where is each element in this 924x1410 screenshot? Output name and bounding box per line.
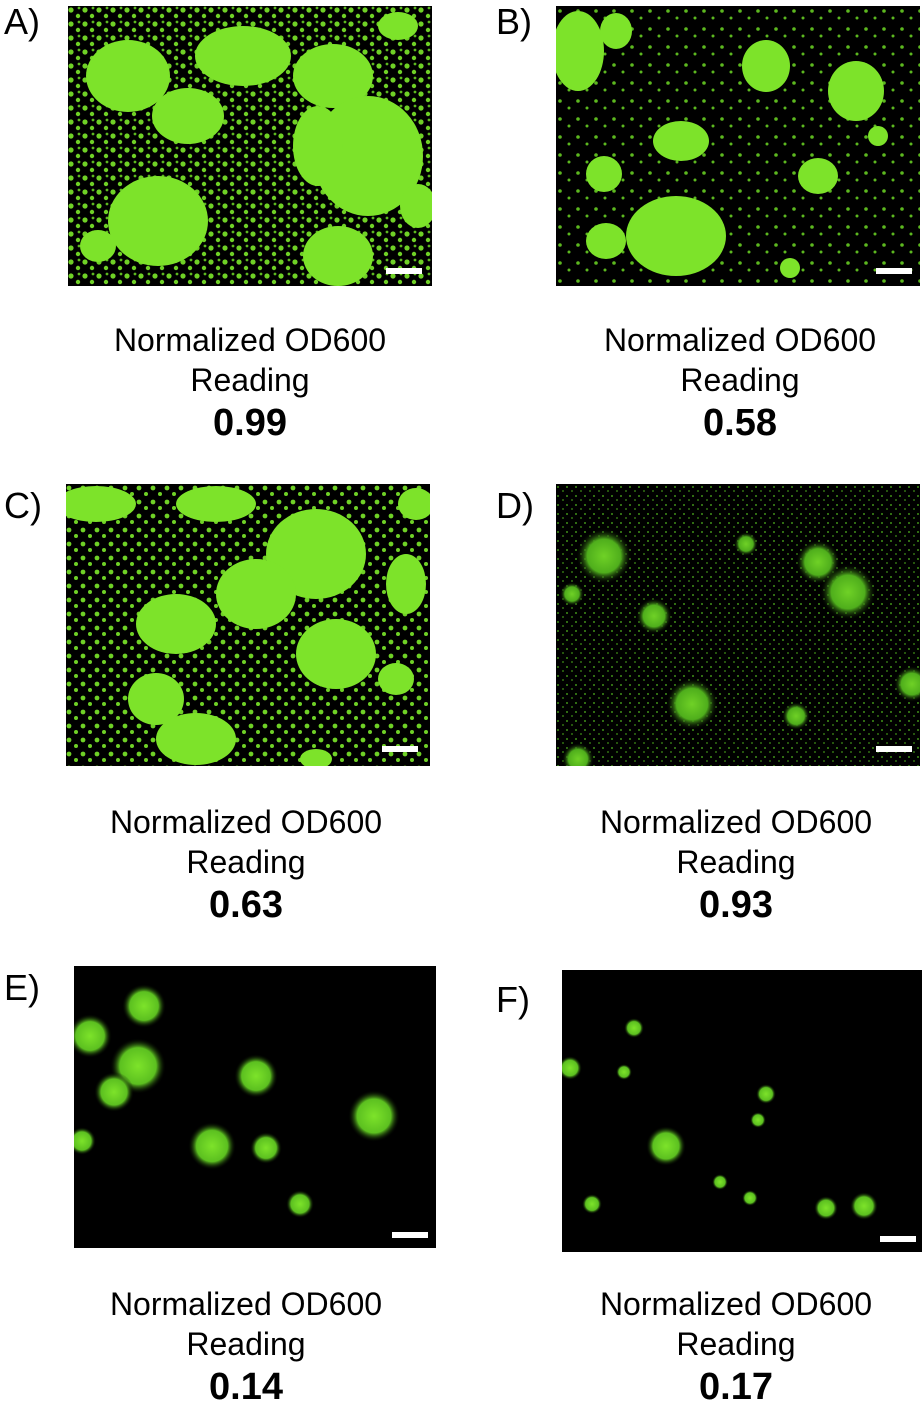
caption: Normalized OD600 Reading 0.58 [570, 320, 910, 446]
scale-bar [382, 746, 418, 752]
caption: Normalized OD600 Reading 0.14 [76, 1284, 416, 1410]
caption-line-2: Reading [190, 362, 310, 398]
caption-line-1: Normalized OD600 [599, 1286, 873, 1322]
od600-value: 0.93 [699, 884, 773, 926]
od600-value: 0.99 [213, 402, 287, 444]
caption: Normalized OD600 Reading 0.99 [80, 320, 420, 446]
panel-label: C) [4, 485, 42, 526]
scale-bar [876, 268, 912, 274]
panel-label: D) [496, 485, 534, 526]
scale-bar [386, 268, 422, 274]
od600-value: 0.14 [209, 1366, 283, 1408]
caption-line-1: Normalized OD600 [603, 322, 877, 358]
micrograph-image [66, 484, 430, 766]
caption-line-1: Normalized OD600 [113, 322, 387, 358]
micrograph-image [556, 484, 920, 766]
scale-bar [876, 746, 912, 752]
caption-line-2: Reading [676, 1326, 796, 1362]
caption-line-2: Reading [186, 1326, 306, 1362]
caption-line-2: Reading [680, 362, 800, 398]
caption-line-1: Normalized OD600 [109, 804, 383, 840]
caption: Normalized OD600 Reading 0.63 [76, 802, 416, 928]
scale-bar [392, 1232, 428, 1238]
caption-line-2: Reading [676, 844, 796, 880]
micrograph-image [556, 6, 920, 286]
od600-value: 0.17 [699, 1366, 773, 1408]
micrograph-image [68, 6, 432, 286]
micrograph-image [562, 970, 922, 1252]
caption: Normalized OD600 Reading 0.17 [566, 1284, 906, 1410]
panel-label: B) [496, 1, 532, 42]
scale-bar [880, 1236, 916, 1242]
caption-line-2: Reading [186, 844, 306, 880]
panel-label: A) [4, 1, 40, 42]
panel-label: F) [496, 979, 530, 1020]
caption-line-1: Normalized OD600 [109, 1286, 383, 1322]
od600-value: 0.58 [703, 402, 777, 444]
micrograph-image [74, 966, 436, 1248]
panel-label: E) [4, 967, 40, 1008]
caption: Normalized OD600 Reading 0.93 [566, 802, 906, 928]
caption-line-1: Normalized OD600 [599, 804, 873, 840]
od600-value: 0.63 [209, 884, 283, 926]
